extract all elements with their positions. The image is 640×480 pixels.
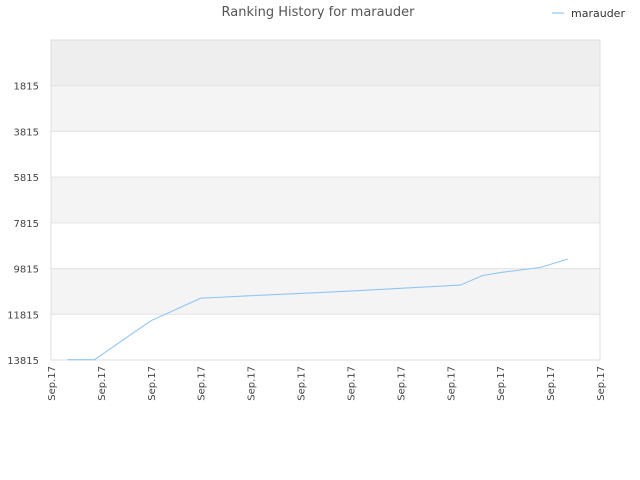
x-tick-label: Sep.17 [596, 366, 607, 401]
x-tick-label: Sep.17 [446, 366, 457, 401]
y-tick-label: 9815 [14, 265, 39, 276]
x-axis-tick-labels: Sep.17 Sep.17 Sep.17 Sep.17 Sep.17 Sep.17 Sep.… [47, 366, 607, 401]
plot-band [51, 222, 600, 269]
y-tick-label: 13815 [7, 356, 39, 367]
x-tick-label: Sep.17 [546, 366, 557, 401]
x-tick-label: Sep.17 [297, 366, 308, 401]
plot-band [51, 40, 600, 86]
series-layer [67, 258, 568, 361]
chart-title: Ranking History for marauder [222, 5, 416, 20]
x-tick-label: Sep.17 [47, 366, 58, 401]
x-tick-label: Sep.17 [396, 366, 407, 401]
plot-band [51, 314, 600, 360]
plot-band [51, 268, 600, 315]
plot-band [51, 131, 600, 178]
x-tick-label: Sep.17 [197, 366, 208, 401]
y-tick-label: 3815 [14, 127, 39, 138]
x-tick-label: Sep.17 [97, 366, 108, 401]
x-tick-label: Sep.17 [247, 366, 258, 401]
y-tick-label: 5815 [14, 173, 39, 184]
series-line-marauder [67, 258, 568, 361]
legend[interactable]: marauder [552, 7, 625, 20]
y-tick-label: 11815 [7, 310, 39, 321]
y-tick-label: 7815 [14, 219, 39, 230]
x-tick-label: Sep.17 [147, 366, 158, 401]
plot-background-bands [51, 40, 600, 360]
legend-label-marauder: marauder [571, 7, 625, 20]
y-tick-label: 1815 [14, 82, 39, 93]
plot-band [51, 177, 600, 223]
plot-area-border [50, 39, 601, 361]
x-tick-label: Sep.17 [496, 366, 507, 401]
x-tick-label: Sep.17 [346, 366, 357, 401]
y-axis-tick-labels: 1815 3815 5815 7815 9815 11815 13815 [7, 82, 39, 367]
plot-band [51, 85, 600, 132]
